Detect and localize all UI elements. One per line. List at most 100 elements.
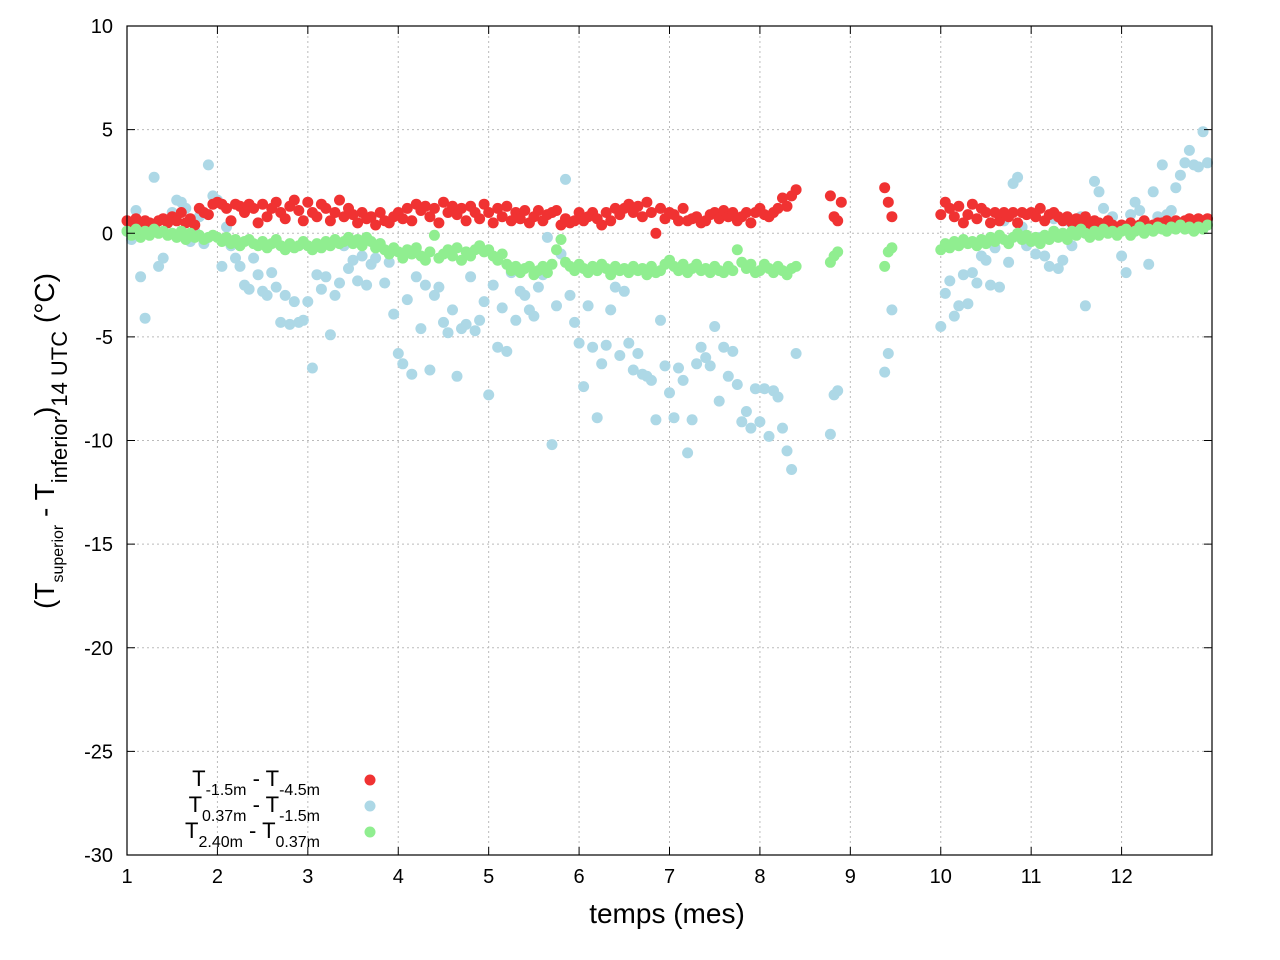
data-point-blue	[275, 316, 287, 328]
data-point-blue	[971, 277, 983, 289]
data-point-red	[551, 205, 562, 216]
data-point-red	[347, 209, 359, 221]
data-point-blue	[1174, 169, 1186, 181]
data-point-blue	[415, 323, 427, 335]
data-point-blue	[297, 314, 309, 326]
data-point-blue	[824, 428, 836, 440]
data-point-blue	[356, 250, 368, 262]
data-point-blue	[401, 294, 413, 306]
data-point-blue	[569, 316, 581, 328]
data-point-red	[288, 194, 300, 206]
data-point-red	[673, 215, 684, 227]
data-point-blue	[361, 279, 373, 291]
data-point-blue	[306, 362, 318, 374]
data-point-red	[835, 196, 847, 208]
data-point-blue	[966, 267, 978, 279]
data-point-red	[727, 207, 739, 218]
data-point-green	[541, 267, 553, 279]
data-point-red	[600, 207, 612, 218]
data-point-red	[302, 196, 314, 208]
y-tick-label: 5	[102, 120, 113, 142]
data-point-blue	[1143, 258, 1155, 270]
data-point-blue	[311, 269, 323, 281]
x-tick-label: 7	[664, 866, 675, 888]
y-tick-label: -20	[84, 638, 113, 660]
data-point-red	[957, 217, 969, 229]
data-point-green	[727, 265, 739, 277]
data-point-blue	[623, 337, 635, 349]
data-point-red	[501, 200, 513, 212]
data-point-blue	[691, 358, 703, 370]
x-tick-label: 9	[845, 866, 856, 888]
data-point-blue	[564, 289, 576, 301]
data-point-blue	[1179, 157, 1191, 169]
data-point-blue	[478, 296, 490, 308]
data-point-blue	[1170, 182, 1182, 194]
data-point-blue	[790, 348, 802, 359]
y-tick-label: -5	[95, 327, 113, 349]
data-point-blue	[406, 368, 418, 380]
data-point-blue	[587, 341, 599, 353]
data-point-blue	[882, 348, 894, 359]
data-point-red	[777, 192, 788, 204]
data-point-red	[989, 207, 1001, 218]
data-point-green	[496, 248, 508, 260]
data-point-red	[953, 200, 965, 212]
legend-label-red: T-1.5m - T-4.5m	[192, 766, 320, 799]
data-point-red	[596, 219, 608, 231]
data-point-red	[352, 217, 364, 229]
data-point-green	[1202, 219, 1213, 231]
data-point-green	[523, 260, 535, 272]
data-point-red	[297, 215, 309, 227]
legend-marker-blue	[364, 800, 376, 812]
data-point-blue	[645, 374, 657, 386]
x-tick-label: 1	[121, 866, 132, 888]
data-point-red	[772, 202, 784, 214]
data-point-green	[410, 242, 422, 254]
data-point-red	[279, 213, 291, 225]
data-point-blue	[740, 406, 752, 417]
data-point-red	[605, 215, 617, 227]
data-point-blue	[1057, 254, 1069, 266]
data-point-green	[551, 244, 562, 256]
x-tick-label: 3	[302, 866, 313, 888]
data-point-blue	[758, 383, 770, 395]
data-point-red	[935, 209, 947, 221]
data-point-blue	[627, 364, 639, 376]
data-point-blue	[234, 260, 246, 272]
data-point-red	[985, 217, 996, 229]
data-point-blue	[664, 387, 675, 399]
data-point-red	[202, 209, 214, 221]
x-tick-label: 8	[754, 866, 765, 888]
data-point-blue	[1012, 171, 1024, 183]
data-point-blue	[261, 289, 273, 301]
data-point-red	[948, 211, 960, 223]
data-point-blue	[727, 345, 739, 357]
data-point-blue	[279, 289, 291, 301]
data-point-blue	[243, 283, 255, 295]
data-point-red	[311, 211, 323, 223]
data-point-blue	[1043, 260, 1055, 272]
data-point-blue	[419, 279, 431, 291]
data-point-blue	[731, 379, 743, 390]
data-point-red	[189, 219, 201, 231]
data-point-blue	[682, 447, 694, 459]
y-axis-title: (Tsuperior - Tinferior)14 UTC (°C)	[29, 273, 72, 609]
data-point-blue	[252, 269, 264, 281]
data-point-green	[677, 258, 689, 270]
data-point-blue	[605, 304, 617, 316]
data-point-blue	[433, 281, 445, 293]
data-point-blue	[329, 289, 341, 301]
data-point-red	[1034, 202, 1046, 214]
data-point-blue	[451, 370, 463, 382]
data-point-red	[713, 213, 725, 225]
data-point-blue	[1030, 248, 1042, 260]
data-point-red	[569, 215, 581, 227]
data-point-blue	[1183, 144, 1195, 156]
data-point-red	[882, 196, 894, 208]
data-point-blue	[772, 391, 784, 403]
data-point-red	[171, 215, 183, 227]
data-point-blue	[320, 271, 332, 283]
data-point-blue	[388, 308, 400, 320]
